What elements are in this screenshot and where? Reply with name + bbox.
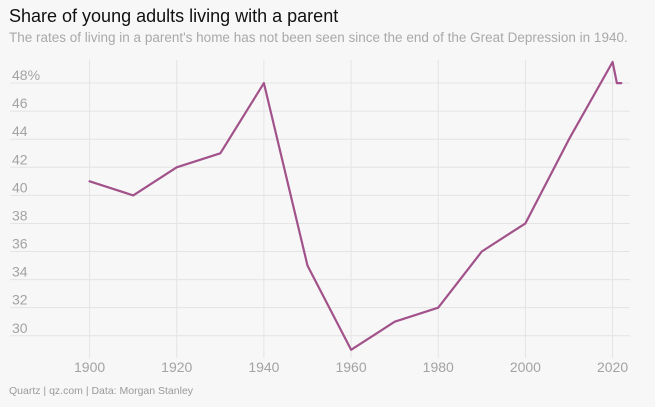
y-tick-label-32: 32 — [12, 292, 28, 308]
x-tick-label-1900: 1900 — [74, 359, 105, 375]
y-tick-label-34: 34 — [12, 264, 28, 280]
chart-subtitle: The rates of living in a parent's home h… — [9, 30, 628, 45]
y-tick-label-36: 36 — [12, 236, 28, 252]
x-tick-label-1940: 1940 — [248, 359, 279, 375]
chart-title: Share of young adults living with a pare… — [9, 6, 339, 26]
series-line-0 — [88, 60, 623, 351]
y-tick-label-48: 48% — [12, 67, 40, 83]
source-note: Quartz | qz.com | Data: Morgan Stanley — [9, 385, 194, 397]
y-tick-label-40: 40 — [12, 179, 28, 195]
x-axis-ticks: 1900 1920 1940 1960 1980 2000 2020 — [74, 359, 628, 375]
x-tick-label-1980: 1980 — [423, 359, 454, 375]
y-tick-label-44: 44 — [12, 123, 28, 139]
series-layer — [88, 60, 623, 351]
x-tick-label-2020: 2020 — [597, 359, 628, 375]
x-tick-label-2000: 2000 — [510, 359, 541, 375]
y-axis-ticks: 30 32 34 36 38 40 42 44 46 48% — [12, 67, 40, 336]
y-tick-label-42: 42 — [12, 151, 28, 167]
y-tick-label-46: 46 — [12, 95, 28, 111]
x-tick-label-1920: 1920 — [161, 359, 192, 375]
y-tick-label-30: 30 — [12, 320, 28, 336]
x-tick-label-1960: 1960 — [335, 359, 366, 375]
grid-lines — [10, 60, 630, 358]
y-tick-label-38: 38 — [12, 207, 28, 223]
